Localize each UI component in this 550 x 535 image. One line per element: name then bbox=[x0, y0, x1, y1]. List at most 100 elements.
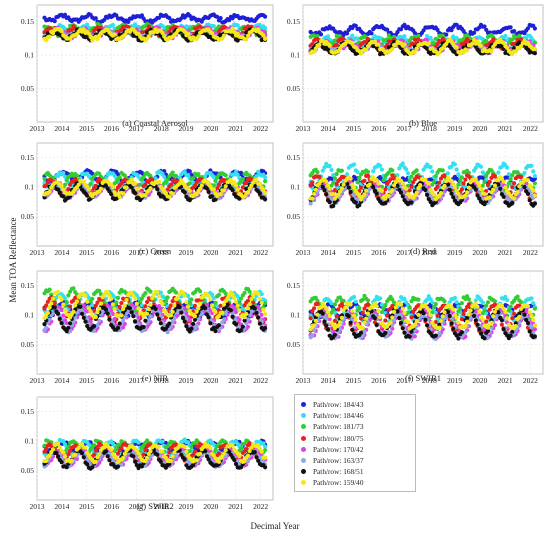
data-point bbox=[66, 293, 71, 298]
data-point bbox=[452, 185, 457, 190]
data-point bbox=[353, 200, 358, 205]
data-point bbox=[167, 194, 172, 199]
data-point bbox=[86, 31, 91, 36]
data-point bbox=[350, 40, 355, 46]
data-point bbox=[400, 194, 405, 199]
data-point bbox=[412, 50, 417, 55]
chart-panel: 2013 2014 2015 2016 2017 2018 2019 2020 2021 2022… bbox=[287, 4, 544, 133]
y-tick-label: 0.1 bbox=[25, 51, 35, 60]
data-point bbox=[50, 31, 56, 36]
x-tick-label: 2014 bbox=[54, 248, 69, 257]
panel-title: (c) Green bbox=[139, 246, 172, 256]
data-point bbox=[263, 179, 268, 184]
data-point bbox=[432, 192, 437, 197]
data-point bbox=[498, 186, 503, 191]
data-point bbox=[64, 300, 69, 305]
data-point bbox=[95, 37, 100, 42]
data-point bbox=[456, 182, 461, 187]
x-tick-label: 2019 bbox=[179, 248, 194, 257]
data-point bbox=[358, 185, 364, 190]
data-point bbox=[245, 190, 251, 195]
data-point bbox=[221, 33, 227, 38]
data-point bbox=[139, 13, 144, 18]
data-point bbox=[449, 191, 454, 196]
plot-area bbox=[302, 4, 544, 123]
y-tick-label: 0.15 bbox=[287, 153, 300, 162]
data-point bbox=[404, 186, 409, 191]
data-point bbox=[364, 188, 369, 193]
data-point bbox=[112, 32, 117, 37]
data-point bbox=[508, 177, 513, 182]
data-point bbox=[511, 196, 517, 201]
data-point bbox=[117, 175, 122, 180]
data-point bbox=[310, 196, 315, 201]
data-point bbox=[156, 179, 162, 184]
data-point bbox=[327, 200, 332, 205]
data-point bbox=[93, 16, 98, 21]
data-point bbox=[515, 190, 520, 195]
data-point bbox=[409, 200, 414, 205]
data-point bbox=[139, 303, 144, 308]
data-point bbox=[432, 179, 437, 184]
data-point bbox=[187, 13, 192, 18]
data-point bbox=[522, 170, 527, 176]
x-tick-label: 2015 bbox=[79, 124, 94, 133]
x-tick-label: 2014 bbox=[321, 124, 336, 133]
data-point bbox=[409, 184, 414, 189]
data-point bbox=[376, 42, 381, 47]
data-point bbox=[233, 183, 239, 188]
data-point bbox=[156, 15, 162, 20]
data-point bbox=[230, 188, 235, 193]
data-point bbox=[364, 47, 369, 53]
data-point bbox=[425, 192, 430, 197]
data-point bbox=[532, 181, 538, 186]
x-tick-label: 2021 bbox=[228, 124, 243, 133]
data-point bbox=[230, 26, 235, 31]
data-point bbox=[240, 177, 245, 182]
data-point bbox=[489, 49, 494, 54]
data-point bbox=[114, 13, 119, 18]
x-tick-label: 2020 bbox=[472, 124, 487, 133]
data-point bbox=[442, 183, 447, 188]
x-tick-label: 2013 bbox=[30, 124, 45, 133]
data-point bbox=[242, 290, 247, 295]
data-point bbox=[423, 187, 428, 193]
data-point bbox=[257, 191, 262, 196]
chart-panel: 2013 2014 2015 2016 2017 2018 2019 2020 2021 2022… bbox=[21, 142, 274, 257]
data-point bbox=[155, 187, 160, 192]
data-point bbox=[466, 185, 471, 190]
data-point bbox=[454, 167, 459, 172]
data-point bbox=[355, 169, 360, 175]
data-point bbox=[501, 194, 506, 199]
data-point bbox=[487, 195, 492, 200]
panel-title: (a) Coastal Aerosol bbox=[122, 118, 188, 128]
data-point bbox=[365, 169, 371, 174]
data-point bbox=[187, 181, 192, 186]
data-point bbox=[119, 300, 124, 306]
data-point bbox=[143, 304, 148, 309]
panel-title: (b) Blue bbox=[409, 118, 437, 128]
data-point bbox=[478, 43, 484, 48]
data-point bbox=[376, 181, 381, 186]
data-point bbox=[501, 179, 506, 184]
data-point bbox=[324, 179, 329, 184]
data-point bbox=[477, 183, 482, 188]
x-tick-label: 2022 bbox=[523, 124, 538, 133]
x-tick-label: 2013 bbox=[296, 124, 311, 133]
data-point bbox=[478, 164, 484, 169]
data-point bbox=[218, 192, 223, 197]
data-point bbox=[98, 186, 103, 191]
y-tick-label: 0.15 bbox=[21, 17, 34, 26]
data-point bbox=[44, 325, 49, 330]
data-point bbox=[263, 14, 268, 19]
data-point bbox=[133, 181, 138, 186]
data-point bbox=[110, 184, 115, 190]
data-point bbox=[532, 46, 538, 52]
data-point bbox=[187, 188, 192, 193]
data-point bbox=[182, 190, 187, 195]
data-point bbox=[168, 182, 174, 187]
data-point bbox=[223, 184, 228, 189]
data-point bbox=[86, 187, 91, 192]
data-point bbox=[312, 191, 317, 196]
data-point bbox=[440, 168, 445, 173]
